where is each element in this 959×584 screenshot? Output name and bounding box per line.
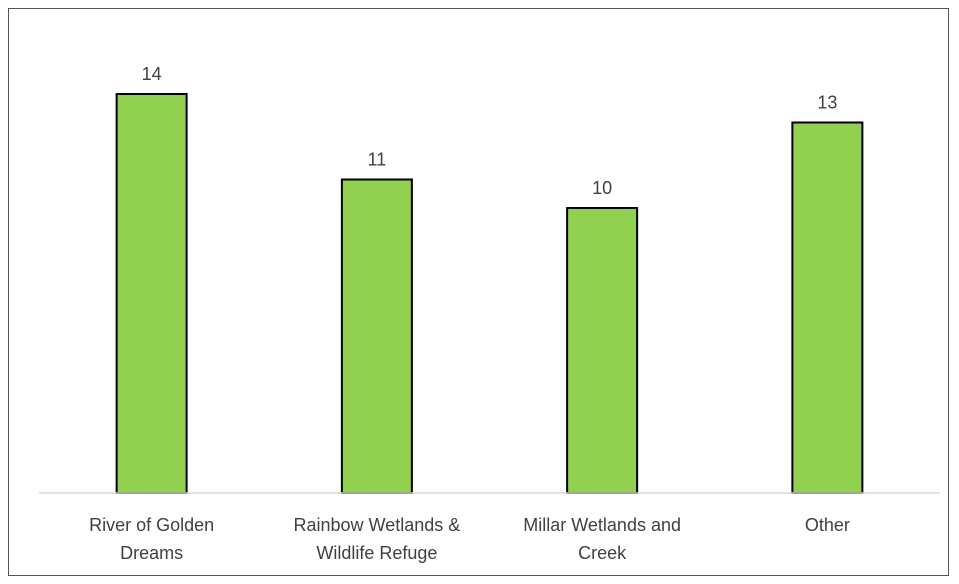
category-label-0: River of Golden Dreams — [89, 515, 214, 563]
category-label-1: Rainbow Wetlands & Wildlife Refuge — [293, 515, 460, 563]
data-label-0: 14 — [142, 64, 162, 84]
bar-2 — [566, 207, 639, 494]
bar-3 — [791, 121, 864, 494]
data-label-3: 13 — [817, 93, 837, 113]
category-label-3: Other — [805, 515, 850, 535]
bar-1 — [340, 178, 413, 494]
category-label-2: Millar Wetlands and Creek — [523, 515, 681, 563]
data-label-2: 10 — [592, 178, 612, 198]
bar-0 — [115, 93, 188, 494]
data-label-1: 11 — [368, 150, 387, 170]
